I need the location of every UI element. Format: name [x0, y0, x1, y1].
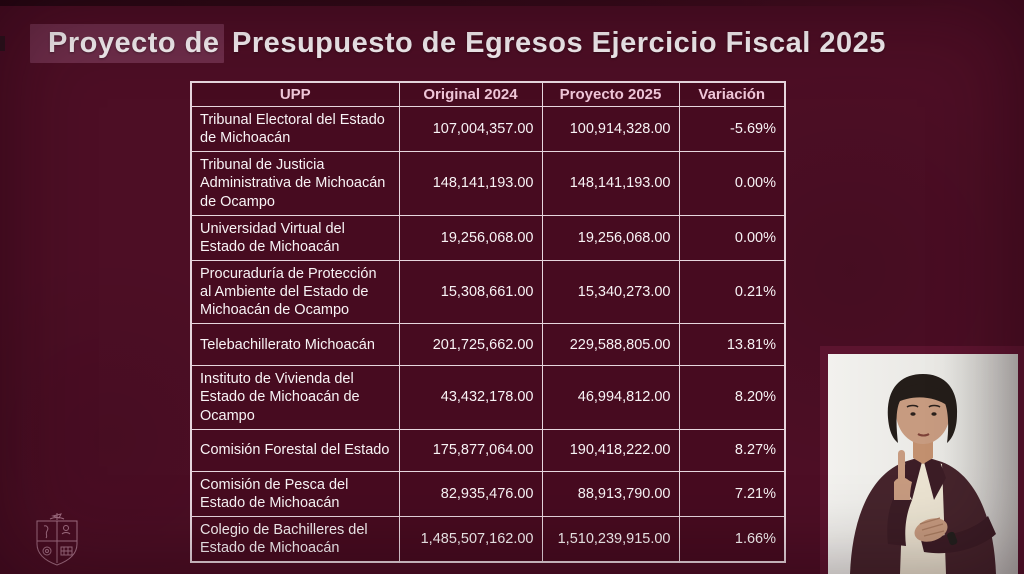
row-upp-cell: Comisión Forestal del Estado — [190, 428, 400, 472]
page-title-rest: Presupuesto de Egresos Ejercicio Fiscal … — [223, 27, 886, 59]
table-row: Instituto de Vivienda del Estado de Mich… — [190, 365, 786, 430]
row-variacion-cell: 8.20% — [678, 365, 786, 430]
row-original-2024-cell: 19,256,068.00 — [398, 214, 543, 261]
row-upp-cell: Telebachillerato Michoacán — [190, 323, 400, 367]
left-edge-artifact — [0, 36, 5, 51]
row-variacion-cell: 0.21% — [678, 259, 786, 325]
row-original-2024-cell: 1,485,507,162.00 — [398, 515, 543, 563]
row-variacion-cell: 0.00% — [678, 151, 786, 216]
header-row: UPP Original 2024 Proyecto 2025 Variació… — [190, 81, 786, 107]
row-original-2024-cell: 148,141,193.00 — [398, 151, 543, 216]
top-video-artifact-band — [0, 0, 1024, 6]
row-original-2024-cell: 175,877,064.00 — [398, 428, 543, 472]
header-proyecto-2025: Proyecto 2025 — [541, 81, 680, 107]
row-original-2024-cell: 201,725,662.00 — [398, 323, 543, 367]
row-variacion-cell: 13.81% — [678, 323, 786, 367]
row-proyecto-2025-cell: 229,588,805.00 — [541, 323, 680, 367]
table-row: Procuraduría de Protección al Ambiente d… — [190, 259, 786, 325]
row-proyecto-2025-cell: 190,418,222.00 — [541, 428, 680, 472]
table-row: Comisión Forestal del Estado 175,877,064.… — [190, 428, 786, 472]
row-upp-cell: Colegio de Bachilleres del Estado de Mic… — [190, 515, 400, 563]
row-proyecto-2025-cell: 46,994,812.00 — [541, 365, 680, 430]
table-row: Tribunal de Justicia Administrativa de M… — [190, 151, 786, 216]
row-upp-cell: Comisión de Pesca del Estado de Michoacá… — [190, 470, 400, 517]
row-upp-cell: Instituto de Vivienda del Estado de Mich… — [190, 365, 400, 430]
row-variacion-cell: 0.00% — [678, 214, 786, 261]
table-row: Comisión de Pesca del Estado de Michoacá… — [190, 470, 786, 517]
budget-table: UPP Original 2024 Proyecto 2025 Variació… — [190, 81, 786, 564]
header-original-2024: Original 2024 — [398, 81, 543, 107]
row-original-2024-cell: 82,935,476.00 — [398, 470, 543, 517]
header-variacion: Variación — [678, 81, 786, 107]
row-proyecto-2025-cell: 19,256,068.00 — [541, 214, 680, 261]
row-upp-cell: Tribunal de Justicia Administrativa de M… — [190, 151, 400, 216]
row-variacion-cell: -5.69% — [678, 105, 786, 153]
page-title: Proyecto de Presupuesto de Egresos Ejerc… — [30, 24, 886, 63]
table-row: Universidad Virtual del Estado de Michoa… — [190, 214, 786, 261]
row-proyecto-2025-cell: 100,914,328.00 — [541, 105, 680, 153]
row-upp-cell: Tribunal Electoral del Estado de Michoac… — [190, 105, 400, 153]
table-row: Tribunal Electoral del Estado de Michoac… — [190, 105, 786, 153]
table-row: Telebachillerato Michoacán 201,725,662.00… — [190, 323, 786, 367]
michoacan-coat-of-arms-icon — [36, 513, 78, 566]
page-title-highlighted: Proyecto de — [30, 24, 224, 63]
sign-language-interpreter-illustration — [828, 354, 1018, 574]
row-original-2024-cell: 107,004,357.00 — [398, 105, 543, 153]
row-variacion-cell: 7.21% — [678, 470, 786, 517]
row-proyecto-2025-cell: 1,510,239,915.00 — [541, 515, 680, 563]
budget-table-body: Tribunal Electoral del Estado de Michoac… — [190, 105, 786, 563]
row-original-2024-cell: 43,432,178.00 — [398, 365, 543, 430]
row-upp-cell: Universidad Virtual del Estado de Michoa… — [190, 214, 400, 261]
budget-table-container: UPP Original 2024 Proyecto 2025 Variació… — [190, 81, 786, 564]
row-variacion-cell: 8.27% — [678, 428, 786, 472]
row-variacion-cell: 1.66% — [678, 515, 786, 563]
table-row: Colegio de Bachilleres del Estado de Mic… — [190, 515, 786, 563]
header-upp: UPP — [190, 81, 400, 107]
row-proyecto-2025-cell: 148,141,193.00 — [541, 151, 680, 216]
sign-language-interpreter-video — [828, 354, 1018, 574]
sign-language-interpreter-frame — [820, 346, 1024, 574]
row-original-2024-cell: 15,308,661.00 — [398, 259, 543, 325]
row-upp-cell: Procuraduría de Protección al Ambiente d… — [190, 259, 400, 325]
row-proyecto-2025-cell: 88,913,790.00 — [541, 470, 680, 517]
budget-table-header: UPP Original 2024 Proyecto 2025 Variació… — [190, 81, 786, 107]
row-proyecto-2025-cell: 15,340,273.00 — [541, 259, 680, 325]
